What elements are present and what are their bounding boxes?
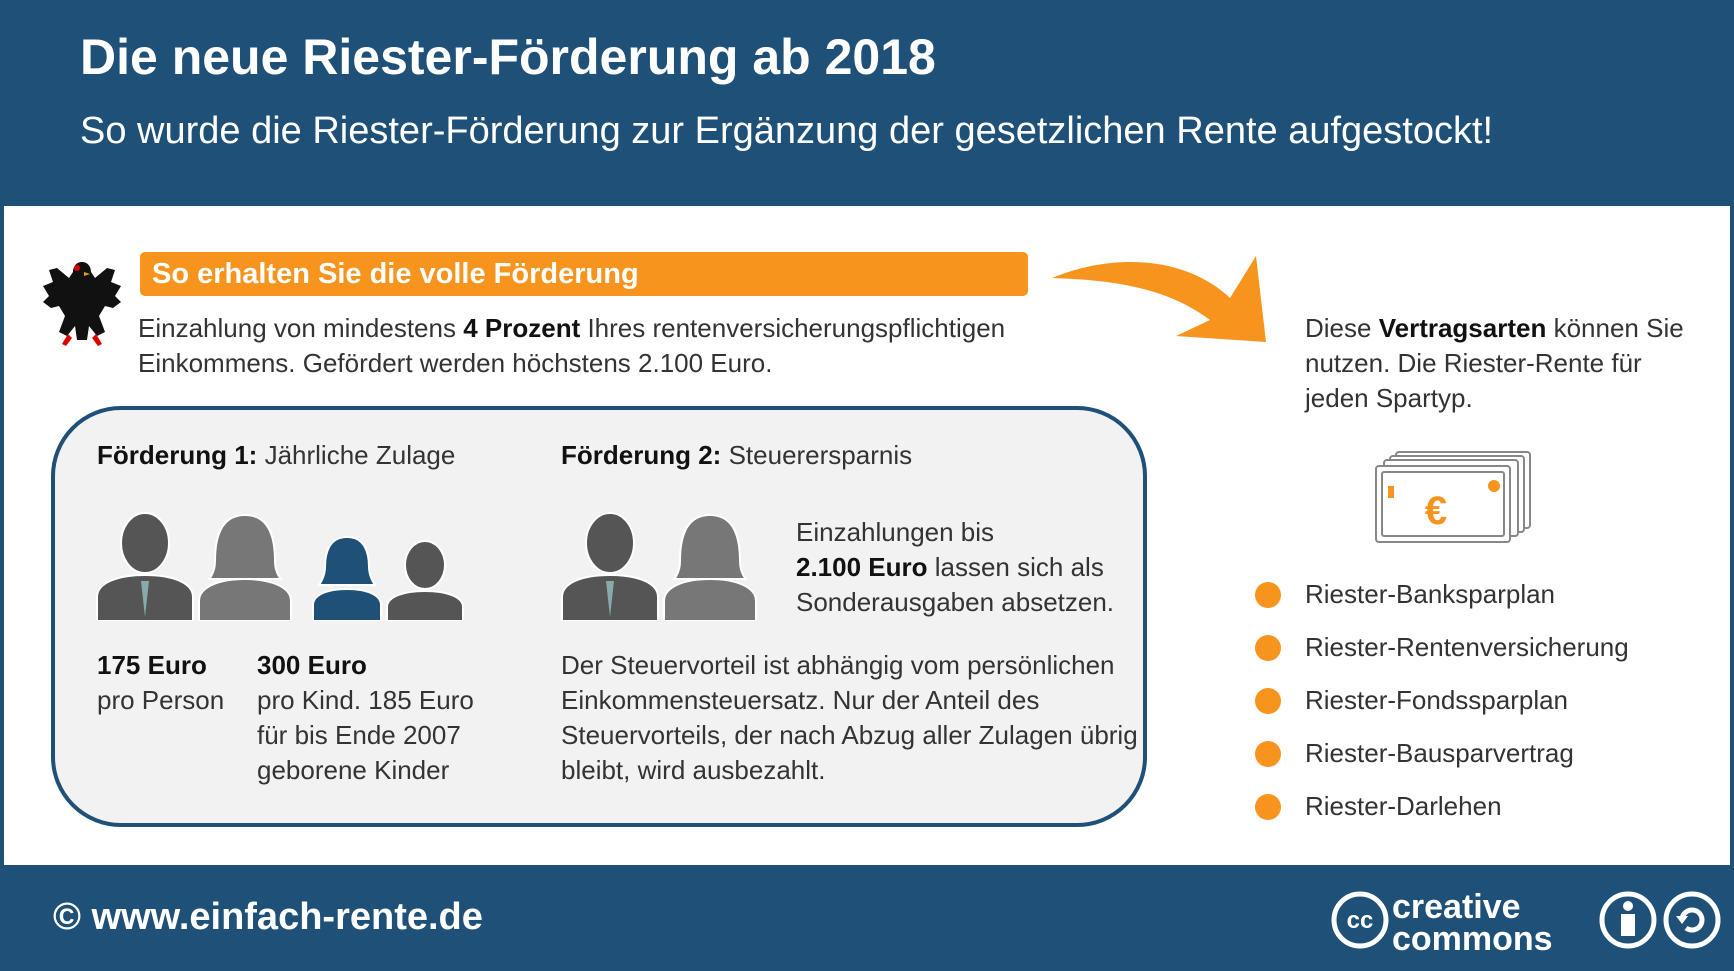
bold-text: 4 Prozent: [463, 313, 581, 343]
bullet: [1255, 581, 1281, 608]
text: Einzahlung von mindestens: [138, 313, 464, 343]
contract-label: Riester-Fondssparplan: [1305, 685, 1569, 715]
family-icon: [96, 512, 464, 621]
cc-line2: commons: [1392, 920, 1553, 952]
funding-1-heading: Förderung 1: Jährliche Zulage: [97, 438, 455, 473]
intro-text: Einzahlung von mindestens 4 Prozent Ihre…: [138, 311, 1058, 381]
contract-item: Riester-Fondssparplan: [1255, 674, 1629, 727]
text: pro Person: [97, 685, 225, 715]
text: pro Kind. 185 Euro für bis Ende 2007 geb…: [257, 685, 474, 785]
bold-text: Vertragsarten: [1378, 313, 1547, 343]
funding-2-heading: Förderung 2: Steuerersparnis: [561, 438, 912, 473]
bullet: [1255, 740, 1281, 767]
bold-text: 2.100 Euro: [796, 552, 928, 582]
text: lassen sich als Sonderausgaben absetzen.: [796, 552, 1115, 617]
section-heading: So erhalten Sie die volle Förderung: [140, 252, 1028, 296]
contract-list: Riester-Banksparplan Riester-Rentenversic…: [1255, 568, 1629, 833]
cc-mark: cc: [1347, 907, 1374, 934]
amount-child: 300 Euro pro Kind. 185 Euro für bis Ende …: [257, 648, 497, 788]
contract-label: Riester-Bausparvertrag: [1305, 738, 1574, 768]
footer-copyright: © www.einfach-rente.de: [53, 896, 483, 938]
bullet: [1255, 634, 1281, 661]
contract-item: Riester-Bausparvertrag: [1255, 727, 1629, 780]
text: Jährliche Zulage: [264, 440, 456, 470]
bold-text: 300 Euro: [257, 650, 367, 680]
eagle-icon: [43, 262, 121, 346]
arrow: [1052, 256, 1266, 342]
contract-label: Riester-Rentenversicherung: [1305, 632, 1629, 662]
contract-label: Riester-Banksparplan: [1305, 579, 1556, 609]
tax-note: Einzahlungen bis 2.100 Euro lassen sich …: [796, 515, 1136, 620]
couple-icon: [561, 512, 757, 621]
euro-symbol: €: [1425, 489, 1447, 533]
contract-item: Riester-Darlehen: [1255, 780, 1629, 833]
cc-line1: creative: [1392, 888, 1521, 926]
text: Ihres rentenversicherungspflichtigen Ein…: [138, 313, 1006, 378]
contract-item: Riester-Rentenversicherung: [1255, 621, 1629, 674]
text: Diese: [1305, 313, 1379, 343]
money-icon: €: [1375, 451, 1531, 543]
text: Steuerersparnis: [728, 440, 913, 470]
amount-person: 175 Euro pro Person: [97, 648, 247, 718]
contract-label: Riester-Darlehen: [1305, 791, 1502, 821]
bullet: [1255, 793, 1281, 820]
bold-text: Förderung 1:: [97, 440, 258, 470]
cc-logo: cc creative commons: [1331, 888, 1721, 952]
subtitle: So wurde die Riester-Förderung zur Ergän…: [80, 110, 1494, 152]
contracts-intro: Diese Vertragsarten können Sie nutzen. D…: [1305, 311, 1705, 416]
text: können Sie nutzen. Die Riester-Rente für…: [1305, 313, 1684, 413]
bold-text: 175 Euro: [97, 650, 207, 680]
bullet: [1255, 687, 1281, 714]
title: Die neue Riester-Förderung ab 2018: [80, 29, 936, 85]
text: Einzahlungen bis: [796, 517, 995, 547]
tax-explanation: Der Steuervorteil ist abhängig vom persö…: [561, 650, 1138, 785]
contract-item: Riester-Banksparplan: [1255, 568, 1629, 621]
bold-text: Förderung 2:: [561, 440, 722, 470]
